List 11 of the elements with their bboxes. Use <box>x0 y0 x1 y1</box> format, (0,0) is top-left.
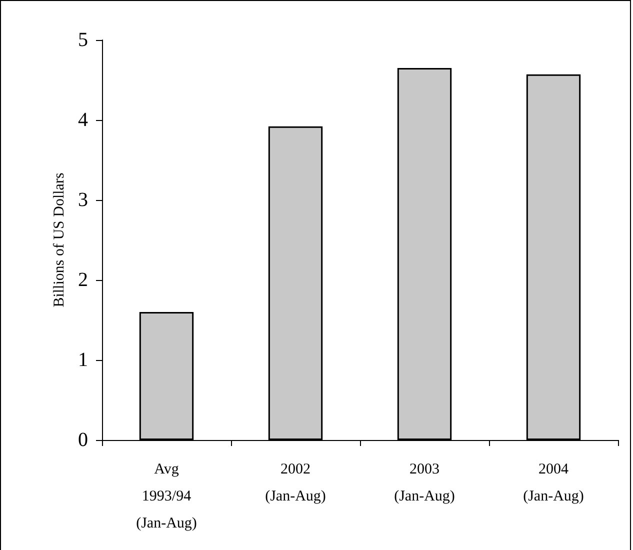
y-tick-label: 1 <box>78 349 88 371</box>
y-tick-label: 0 <box>78 429 88 451</box>
y-tick-label: 3 <box>78 189 88 211</box>
y-tick-label: 4 <box>78 109 88 131</box>
x-tick-label: 2003 (Jan-Aug) <box>394 462 455 504</box>
y-tick-label: 5 <box>78 29 88 51</box>
y-tick-label: 2 <box>78 269 88 291</box>
x-tick-label: Avg 1993/94 (Jan-Aug) <box>136 462 197 532</box>
y-axis-title: Billions of US Dollars <box>52 172 68 308</box>
x-tick-label: 2002 (Jan-Aug) <box>265 462 326 504</box>
x-tick-label: 2004 (Jan-Aug) <box>523 462 584 504</box>
